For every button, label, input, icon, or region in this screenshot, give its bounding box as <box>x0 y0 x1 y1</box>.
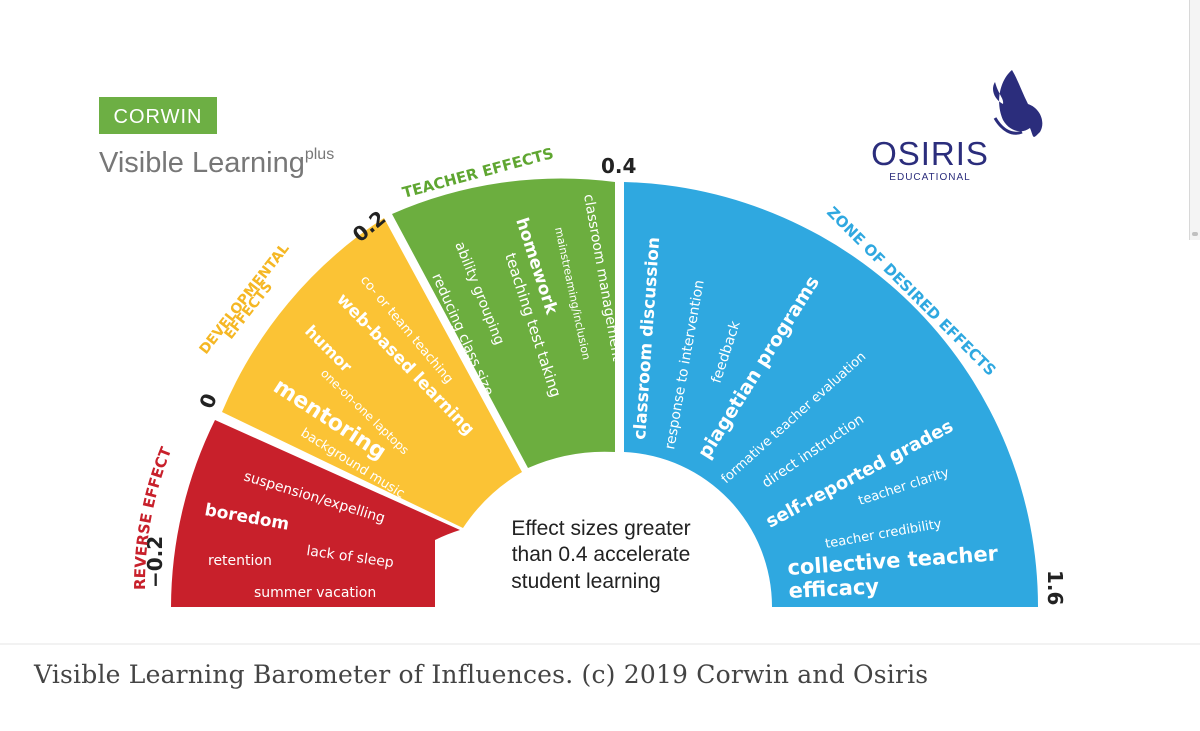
osiris-butterfly-icon <box>992 70 1043 137</box>
image-caption: Visible Learning Barometer of Influences… <box>34 660 929 689</box>
center-text-line1: Effect sizes greater <box>511 517 690 540</box>
center-text: Effect sizes greater than 0.4 accelerate… <box>511 517 690 593</box>
osiris-educational-text: EDUCATIONAL <box>889 172 970 183</box>
segment-reverse <box>171 420 460 607</box>
scrollbar-thumb[interactable] <box>1192 232 1198 236</box>
item-retention: retention <box>208 553 272 569</box>
scale-label-1-6: 1.6 <box>1043 570 1067 605</box>
corwin-logo-box <box>99 97 217 134</box>
center-text-line3: student learning <box>511 570 660 593</box>
segment-teacher <box>392 178 615 469</box>
scale-label-minus-0-2: −0.2 <box>143 536 167 588</box>
barometer-diagram: CORWIN Visible Learningplus OSIRIS EDUCA… <box>0 0 1200 645</box>
segment-developmental <box>222 218 522 528</box>
scale-label-0-4: 0.4 <box>601 154 636 178</box>
visible-learning-title: Visible Learningplus <box>99 146 334 179</box>
scrollbar[interactable] <box>1189 0 1200 240</box>
segment-desired <box>624 182 1039 607</box>
corwin-logo-text: CORWIN <box>114 106 203 128</box>
osiris-logo: OSIRIS EDUCATIONAL <box>871 70 1043 183</box>
item-efficacy: efficacy <box>788 574 880 603</box>
osiris-logo-text: OSIRIS <box>871 135 989 172</box>
item-summer-vacation: summer vacation <box>254 585 376 601</box>
center-text-line2: than 0.4 accelerate <box>512 543 691 566</box>
scale-label-0: 0 <box>194 390 221 412</box>
zone-title-reverse: REVERSE EFFECTS <box>0 0 175 590</box>
